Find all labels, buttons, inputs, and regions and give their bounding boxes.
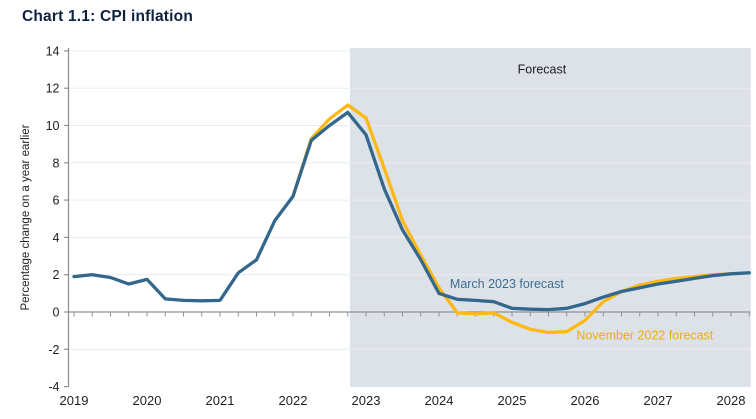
y-tick-label: 2 [53,268,60,282]
x-tick-label: 2021 [206,393,235,408]
x-tick-label: 2027 [644,393,673,408]
y-tick-label: 8 [53,156,60,170]
series-line-november-2022-forecast [291,103,733,335]
x-tick-label: 2023 [352,393,381,408]
forecast-region [349,48,751,387]
y-axis-title: Percentage change on a year earlier [20,124,32,310]
y-tick-label: 14 [46,44,60,58]
x-tick-label: 2019 [60,393,89,408]
annotation-november-2022-forecast: November 2022 forecast [576,329,713,343]
y-tick-label: 4 [53,231,60,245]
annotation-forecast: Forecast [518,63,567,77]
x-tick-label: 2028 [717,393,746,408]
y-tick-label: 12 [46,82,60,96]
chart-title: Chart 1.1: CPI inflation [22,8,194,25]
y-tick-label: 0 [53,306,60,320]
y-tick-label: -4 [48,380,59,394]
x-tick-label: 2026 [571,393,600,408]
x-tick-label: 2024 [425,393,454,408]
series-line-march-2023-forecast [72,110,751,312]
y-tick-label: 6 [53,194,60,208]
annotation-march-2023-forecast: March 2023 forecast [450,277,564,291]
x-tick-label: 2022 [279,393,308,408]
x-tick-label: 2025 [498,393,527,408]
y-tick-label: -2 [48,343,59,357]
x-tick-label: 2020 [133,393,162,408]
y-tick-label: 10 [46,119,60,133]
